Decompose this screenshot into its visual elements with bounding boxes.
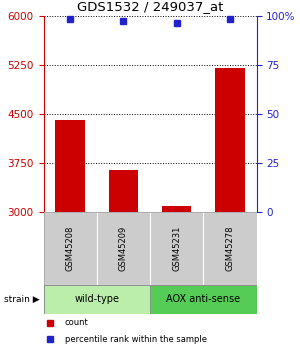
- Bar: [97, 212, 150, 285]
- Text: count: count: [65, 318, 88, 327]
- Text: percentile rank within the sample: percentile rank within the sample: [65, 335, 207, 344]
- Bar: [44, 285, 150, 314]
- Bar: [162, 206, 191, 212]
- Text: AOX anti-sense: AOX anti-sense: [166, 294, 240, 304]
- Bar: [150, 212, 203, 285]
- Text: wild-type: wild-type: [74, 294, 119, 304]
- Bar: [44, 212, 97, 285]
- Bar: [56, 120, 85, 212]
- Text: GSM45208: GSM45208: [66, 226, 75, 271]
- Text: strain ▶: strain ▶: [4, 295, 40, 304]
- Bar: [203, 212, 256, 285]
- Bar: [150, 285, 256, 314]
- Bar: [215, 68, 244, 212]
- Text: GSM45278: GSM45278: [225, 226, 234, 271]
- Text: GSM45231: GSM45231: [172, 226, 181, 271]
- Text: GSM45209: GSM45209: [119, 226, 128, 271]
- Title: GDS1532 / 249037_at: GDS1532 / 249037_at: [77, 0, 223, 13]
- Bar: [109, 169, 138, 212]
